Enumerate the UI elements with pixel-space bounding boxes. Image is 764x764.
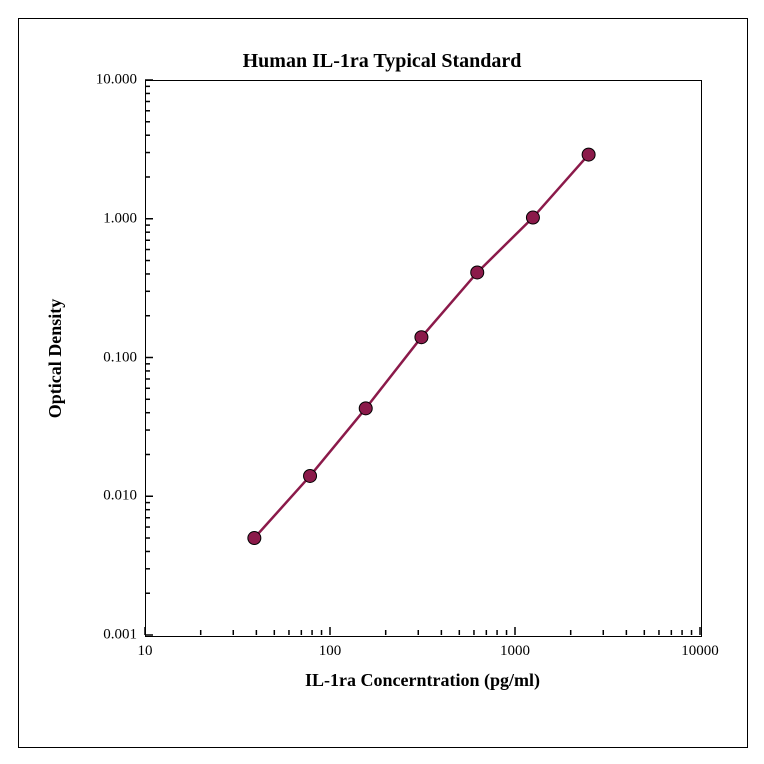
y-tick-label: 0.100 — [77, 349, 137, 366]
y-tick-label: 0.010 — [77, 488, 137, 505]
y-tick-label: 0.001 — [77, 627, 137, 644]
x-tick-label: 10 — [105, 643, 185, 660]
y-tick-label: 10.000 — [77, 72, 137, 89]
x-tick-label: 100 — [290, 643, 370, 660]
y-tick-label: 1.000 — [77, 210, 137, 227]
x-tick-label: 10000 — [660, 643, 740, 660]
x-tick-label: 1000 — [475, 643, 555, 660]
